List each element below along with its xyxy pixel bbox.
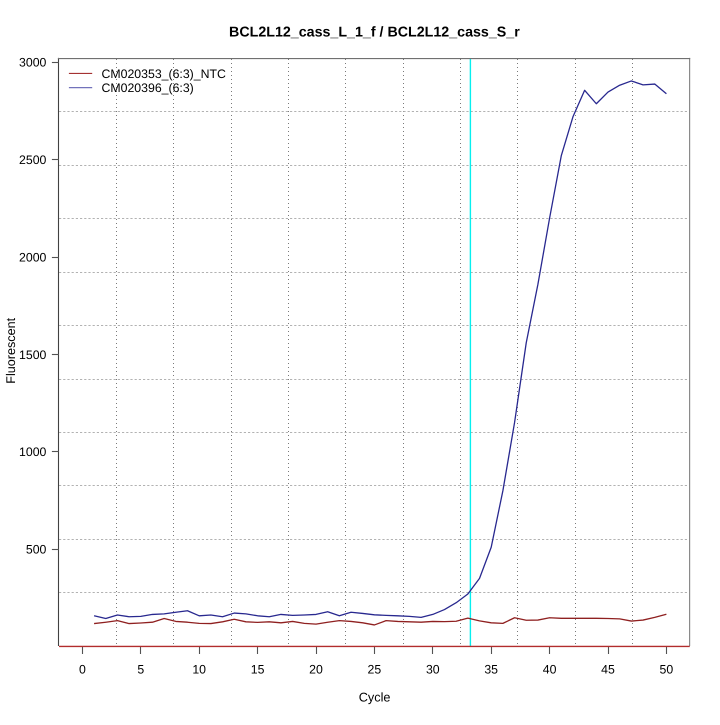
svg-text:2500: 2500 <box>19 153 47 167</box>
svg-text:25: 25 <box>368 662 382 676</box>
svg-text:1500: 1500 <box>19 348 47 362</box>
svg-text:35: 35 <box>484 662 498 676</box>
svg-text:1000: 1000 <box>19 445 47 459</box>
svg-text:BCL2L12_cass_L_1_f / BCL2L12_c: BCL2L12_cass_L_1_f / BCL2L12_cass_S_r <box>229 25 520 41</box>
svg-text:CM020396_(6:3): CM020396_(6:3) <box>102 81 194 95</box>
svg-text:3000: 3000 <box>19 56 47 70</box>
svg-text:5: 5 <box>137 662 144 676</box>
svg-text:40: 40 <box>543 662 557 676</box>
svg-text:10: 10 <box>192 662 206 676</box>
svg-text:20: 20 <box>309 662 323 676</box>
svg-text:0: 0 <box>79 662 86 676</box>
svg-text:30: 30 <box>426 662 440 676</box>
svg-text:Cycle: Cycle <box>359 691 391 705</box>
svg-text:45: 45 <box>601 662 615 676</box>
svg-text:2000: 2000 <box>19 250 47 264</box>
svg-text:500: 500 <box>26 543 47 557</box>
svg-text:15: 15 <box>251 662 265 676</box>
svg-text:50: 50 <box>660 662 674 676</box>
svg-text:Fluorescent: Fluorescent <box>4 317 18 383</box>
svg-text:CM020353_(6:3)_NTC: CM020353_(6:3)_NTC <box>102 67 227 81</box>
